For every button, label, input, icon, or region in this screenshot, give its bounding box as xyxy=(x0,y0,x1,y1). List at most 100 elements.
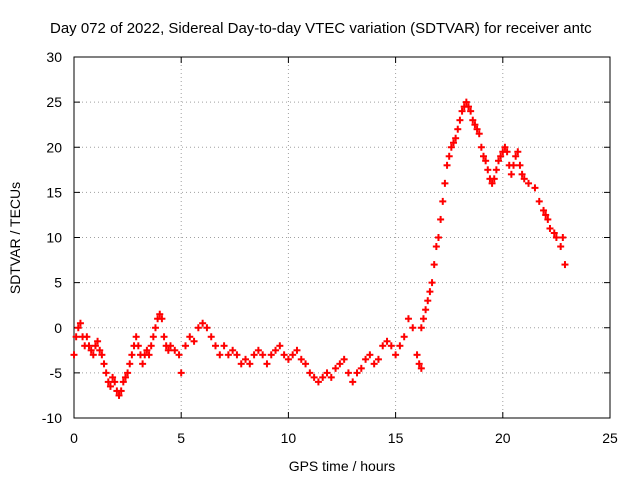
data-point xyxy=(72,333,80,341)
data-point xyxy=(156,310,164,318)
y-tick-label: 0 xyxy=(54,320,62,336)
data-point xyxy=(484,166,492,174)
data-point xyxy=(514,148,522,156)
data-point xyxy=(542,211,550,219)
data-point xyxy=(70,351,78,359)
data-point xyxy=(550,229,558,237)
data-point xyxy=(147,342,155,350)
data-point xyxy=(229,346,237,354)
y-axis-label: SDTVAR / TECUs xyxy=(7,182,23,294)
data-point xyxy=(94,337,102,345)
data-point xyxy=(370,360,378,368)
data-point xyxy=(117,387,125,395)
data-point xyxy=(199,319,207,327)
y-tick-label: 5 xyxy=(54,275,62,291)
data-point xyxy=(439,197,447,205)
data-point xyxy=(441,179,449,187)
data-point xyxy=(415,360,423,368)
data-point xyxy=(366,351,374,359)
y-tick-label: -5 xyxy=(50,365,63,381)
data-points xyxy=(70,98,569,399)
data-point xyxy=(284,355,292,363)
data-point xyxy=(535,197,543,205)
data-point xyxy=(149,333,157,341)
data-point xyxy=(445,152,453,160)
data-point xyxy=(531,184,539,192)
data-point xyxy=(272,346,280,354)
data-point xyxy=(267,351,275,359)
x-tick-label: 15 xyxy=(388,430,404,446)
data-point xyxy=(510,161,518,169)
data-point xyxy=(392,351,400,359)
data-point xyxy=(417,364,425,372)
data-point xyxy=(447,143,455,151)
data-point xyxy=(419,315,427,323)
data-point xyxy=(151,324,159,332)
data-point xyxy=(109,373,117,381)
data-point xyxy=(404,315,412,323)
data-point xyxy=(98,351,106,359)
x-axis-label: GPS time / hours xyxy=(289,458,396,474)
data-point xyxy=(100,360,108,368)
data-point xyxy=(443,161,451,169)
data-point xyxy=(503,148,511,156)
y-tick-label: 20 xyxy=(46,139,62,155)
x-tick-label: 0 xyxy=(70,430,78,446)
data-point xyxy=(559,234,567,241)
data-point xyxy=(160,333,168,341)
data-point xyxy=(332,364,340,372)
data-point xyxy=(145,351,153,359)
data-point xyxy=(467,107,475,115)
chart-title: Day 072 of 2022, Sidereal Day-to-day VTE… xyxy=(50,20,592,37)
data-point xyxy=(233,351,241,359)
data-point xyxy=(126,360,134,368)
x-tick-label: 10 xyxy=(281,430,297,446)
data-point xyxy=(132,333,140,341)
data-point xyxy=(422,306,430,314)
data-point xyxy=(374,355,382,363)
plot-frame xyxy=(73,56,611,419)
data-point xyxy=(501,143,509,151)
data-point xyxy=(340,355,348,363)
data-point xyxy=(143,346,151,354)
y-tick-label: 25 xyxy=(46,94,62,110)
data-point xyxy=(237,360,245,368)
data-point xyxy=(475,130,483,138)
data-point xyxy=(464,103,472,111)
data-point xyxy=(203,324,211,332)
data-point xyxy=(540,206,548,214)
data-point xyxy=(495,157,503,165)
data-point xyxy=(104,378,112,386)
x-tick-label: 5 xyxy=(177,430,185,446)
data-point xyxy=(177,369,185,377)
data-point xyxy=(310,373,318,381)
data-point xyxy=(473,125,481,133)
data-point xyxy=(344,369,352,377)
data-point xyxy=(276,342,284,350)
data-point xyxy=(128,351,136,359)
data-point xyxy=(91,342,99,350)
data-point xyxy=(458,107,466,115)
data-point xyxy=(362,355,370,363)
data-point xyxy=(379,342,387,350)
data-point xyxy=(507,170,515,178)
data-point xyxy=(454,125,462,133)
data-point xyxy=(314,378,322,386)
x-tick-label: 20 xyxy=(495,430,511,446)
data-point xyxy=(512,152,520,160)
data-point xyxy=(482,157,490,165)
data-point xyxy=(111,378,119,386)
data-point xyxy=(400,333,408,341)
data-point xyxy=(190,337,198,345)
data-point xyxy=(544,215,552,223)
data-point xyxy=(106,382,114,390)
data-point xyxy=(471,121,479,129)
data-point xyxy=(353,369,361,377)
data-point xyxy=(409,324,417,332)
data-point xyxy=(349,378,357,386)
data-point xyxy=(263,360,271,368)
data-point xyxy=(74,324,82,332)
data-point xyxy=(242,355,250,363)
data-point xyxy=(115,391,123,399)
